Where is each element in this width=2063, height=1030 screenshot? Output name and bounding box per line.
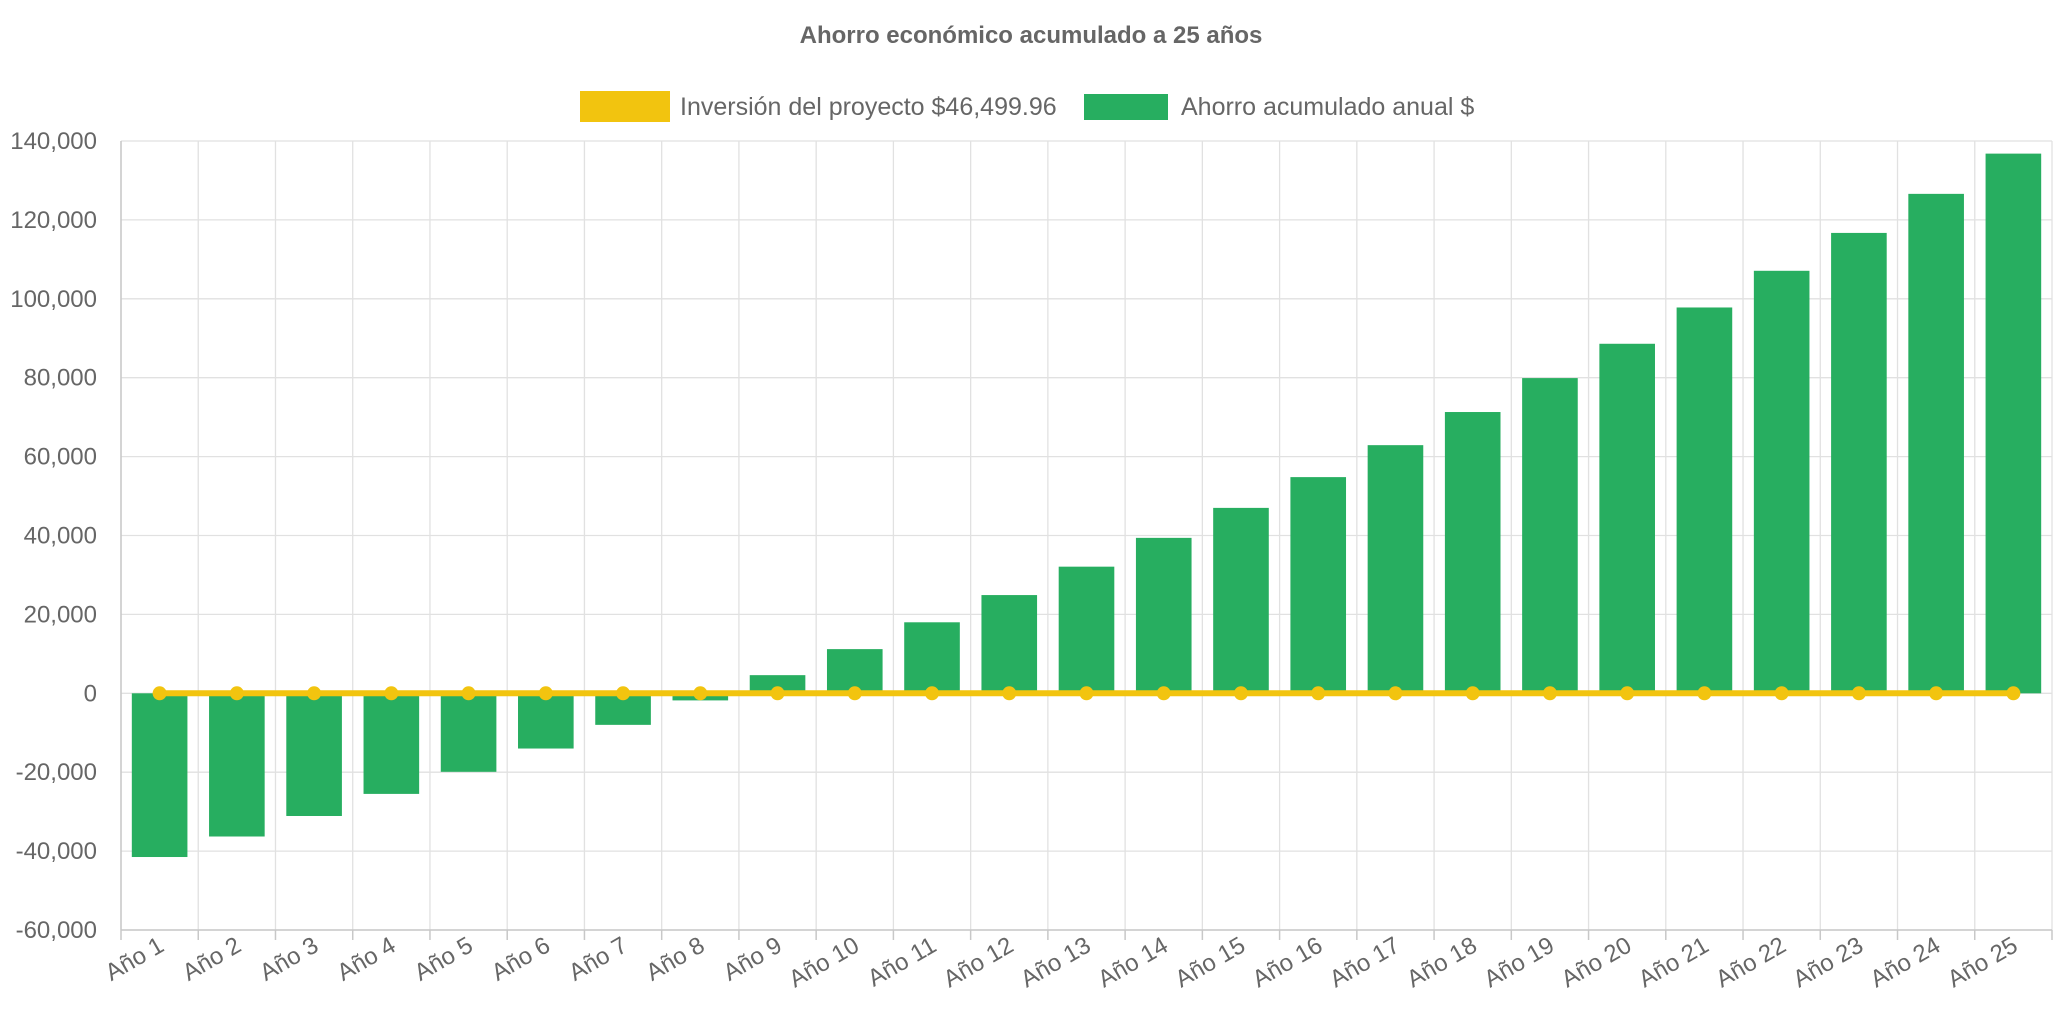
investment-point <box>1002 686 1017 701</box>
x-tick-label: Año 18 <box>1402 932 1481 993</box>
x-tick-label: Año 9 <box>719 932 787 987</box>
y-tick-label: 80,000 <box>24 365 97 392</box>
y-tick-label: 0 <box>84 680 97 707</box>
x-tick-label: Año 24 <box>1866 932 1945 993</box>
savings-bar <box>1135 537 1192 694</box>
x-tick-label: Año 8 <box>641 932 709 987</box>
investment-point <box>1851 686 1866 701</box>
savings-bar <box>363 693 420 794</box>
investment-point <box>925 686 940 701</box>
y-tick-label: 40,000 <box>24 523 97 550</box>
savings-bar <box>1444 412 1501 694</box>
savings-bar <box>1985 153 2042 694</box>
y-tick-label: 140,000 <box>10 128 97 155</box>
savings-bar <box>209 693 265 837</box>
y-tick-label: 120,000 <box>10 207 97 234</box>
savings-bar <box>1599 343 1655 694</box>
legend-item-investment[interactable]: Inversión del proyecto $46,499.96 <box>580 91 1057 122</box>
investment-point <box>152 686 167 701</box>
savings-bars <box>131 153 2042 858</box>
x-tick-label: Año 12 <box>939 932 1018 993</box>
x-tick-label: Año 19 <box>1480 932 1559 993</box>
x-tick-label: Año 5 <box>410 932 478 987</box>
investment-point <box>693 686 708 701</box>
legend-swatch-investment <box>580 91 670 122</box>
savings-bar <box>131 693 188 858</box>
x-tick-label: Año 11 <box>863 932 941 993</box>
savings-bar <box>749 675 806 694</box>
investment-point <box>1542 686 1557 701</box>
savings-bar <box>1290 477 1347 694</box>
x-tick-label: Año 1 <box>101 932 169 987</box>
legend: Inversión del proyecto $46,499.96 Ahorro… <box>580 91 1474 122</box>
gridlines <box>120 140 2053 940</box>
savings-bar <box>440 693 497 772</box>
x-tick-label: Año 10 <box>784 932 863 993</box>
x-tick-label: Año 3 <box>255 932 323 987</box>
legend-label-investment: Inversión del proyecto $46,499.96 <box>680 93 1057 121</box>
y-tick-label: -20,000 <box>16 759 97 786</box>
savings-bar <box>1213 507 1269 694</box>
savings-bar <box>1058 566 1115 694</box>
investment-point <box>461 686 476 701</box>
x-tick-label: Año 21 <box>1634 932 1713 993</box>
investment-point <box>616 686 631 701</box>
x-tick-label: Año 17 <box>1325 932 1404 993</box>
x-tick-label: Año 25 <box>1943 932 2022 993</box>
investment-point <box>1929 686 1944 701</box>
x-tick-label: Año 14 <box>1093 932 1172 993</box>
x-tick-label: Año 6 <box>487 932 555 987</box>
legend-item-savings[interactable]: Ahorro acumulado anual $ <box>1084 93 1474 121</box>
savings-bar <box>904 622 960 694</box>
y-tick-label: 100,000 <box>10 286 97 313</box>
savings-bar <box>981 595 1038 694</box>
investment-point <box>538 686 553 701</box>
investment-point <box>1465 686 1480 701</box>
y-tick-label: -40,000 <box>16 838 97 865</box>
investment-line <box>152 686 2021 701</box>
legend-swatch-savings <box>1084 94 1168 120</box>
investment-point <box>1697 686 1712 701</box>
investment-point <box>1233 686 1248 701</box>
investment-point <box>229 686 244 701</box>
investment-point <box>847 686 862 701</box>
savings-bar <box>1522 378 1578 694</box>
investment-point <box>1388 686 1403 701</box>
y-tick-label: -60,000 <box>16 917 97 944</box>
investment-point <box>1156 686 1171 701</box>
savings-bar <box>286 693 342 816</box>
x-tick-label: Año 7 <box>564 932 632 987</box>
y-tick-label: 60,000 <box>24 444 97 471</box>
savings-bar <box>1753 270 1810 694</box>
x-tick-label: Año 2 <box>178 932 246 987</box>
investment-point <box>384 686 399 701</box>
investment-point <box>307 686 322 701</box>
investment-point <box>1311 686 1326 701</box>
y-tick-label: 20,000 <box>24 601 97 628</box>
investment-point <box>770 686 785 701</box>
x-axis-ticks: Año 1 Año 2 Año 3 Año 4 Año 5 Año 6 Año 7 Año 8… <box>101 932 2023 993</box>
x-tick-label: Año 15 <box>1171 932 1250 993</box>
savings-bar <box>1367 445 1424 694</box>
legend-label-savings: Ahorro acumulado anual $ <box>1181 93 1474 121</box>
investment-point <box>1774 686 1789 701</box>
y-axis-ticks: 140,000 120,000 100,000 80,000 60,000 40,000 2… <box>10 128 97 944</box>
investment-point <box>1620 686 1635 701</box>
x-tick-label: Año 23 <box>1789 932 1868 993</box>
investment-point <box>2006 686 2021 701</box>
investment-point <box>1079 686 1094 701</box>
x-tick-label: Año 13 <box>1016 932 1095 993</box>
x-tick-label: Año 4 <box>333 932 401 987</box>
savings-bar <box>826 649 883 694</box>
savings-bar <box>1676 307 1733 694</box>
chart-title: Ahorro económico acumulado a 25 años <box>800 22 1263 49</box>
savings-bar <box>1908 193 1964 694</box>
x-tick-label: Año 20 <box>1557 932 1636 993</box>
savings-bar <box>1831 232 1887 694</box>
x-tick-label: Año 22 <box>1711 932 1790 993</box>
x-tick-label: Año 16 <box>1248 932 1327 993</box>
savings-bar <box>518 693 574 749</box>
